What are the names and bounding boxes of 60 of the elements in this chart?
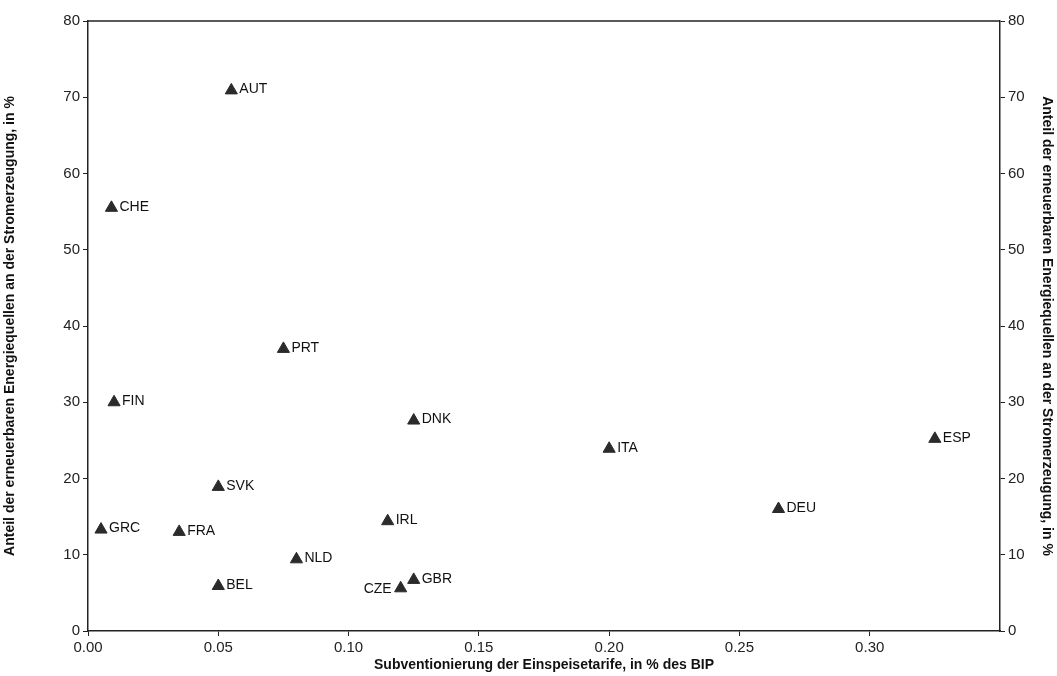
point <box>107 394 121 407</box>
annotation: CZE <box>363 580 392 597</box>
point <box>289 551 304 564</box>
y2-tick-label: 0 <box>1008 621 1017 639</box>
y2-axis-title: Anteil der erneuerbaren Energiequellen an der Stromerzeugung, in % <box>1039 96 1056 557</box>
y-tick-label: 0 <box>71 621 80 639</box>
annotation: GBR <box>421 569 453 586</box>
x-tick-label: 0.10 <box>333 638 364 656</box>
y2-tick-label: 50 <box>1008 239 1025 257</box>
point <box>94 522 108 534</box>
y-tick-label: 60 <box>63 163 80 181</box>
point <box>771 501 786 513</box>
point <box>381 513 395 526</box>
y2-tick-label: 40 <box>1008 316 1025 334</box>
annotation: GRC <box>109 519 141 536</box>
y-tick-label: 50 <box>63 239 80 257</box>
annotation: DEU <box>786 498 817 515</box>
y-tick-label: 40 <box>63 316 80 334</box>
annotation: ITA <box>617 438 639 455</box>
x-tick-label: 0.15 <box>464 638 494 656</box>
annotation: PRT <box>291 338 320 355</box>
point <box>602 441 616 453</box>
point <box>276 341 290 353</box>
annotation: FRA <box>187 521 216 538</box>
annotation: FIN <box>122 392 145 409</box>
point <box>928 431 942 443</box>
y2-tick-label: 60 <box>1008 163 1025 181</box>
x-tick-label: 0.00 <box>73 638 103 656</box>
annotation: ESP <box>942 428 971 445</box>
y-tick-label: 30 <box>63 392 80 410</box>
annotation: BEL <box>226 575 253 592</box>
y2-tick-label: 20 <box>1008 468 1025 486</box>
y2-tick-label: 70 <box>1008 87 1025 105</box>
point <box>224 82 238 95</box>
annotation: CHE <box>119 197 150 214</box>
x-tick-label: 0.30 <box>855 638 885 656</box>
point <box>172 524 186 536</box>
y2-tick-label: 30 <box>1008 392 1025 410</box>
y-axis-title: Anteil der erneuerbaren Energiequellen an der Stromerzeugung, in % <box>1 95 18 556</box>
annotation: NLD <box>304 549 333 566</box>
point <box>104 200 119 212</box>
annotation: AUT <box>239 80 268 97</box>
annotation: SVK <box>226 476 255 493</box>
point <box>211 479 225 491</box>
annotation: DNK <box>421 410 452 427</box>
y-tick-label: 20 <box>63 468 80 486</box>
y-tick-label: 10 <box>63 544 80 562</box>
y2-tick-label: 10 <box>1008 544 1025 562</box>
point <box>211 578 225 591</box>
y-tick-label: 70 <box>63 87 80 105</box>
x-tick-label: 0.25 <box>724 638 755 656</box>
x-tick-label: 0.20 <box>594 638 624 656</box>
y-tick-label: 80 <box>63 11 80 29</box>
x-axis-title: Subventionierung der Einspeisetarife, in % des BIP <box>374 656 714 673</box>
point <box>407 413 421 425</box>
x-tick-label: 0.05 <box>203 638 233 656</box>
y2-tick-label: 80 <box>1008 11 1025 29</box>
point <box>407 572 421 584</box>
point <box>394 580 408 593</box>
annotation: IRL <box>395 511 418 528</box>
